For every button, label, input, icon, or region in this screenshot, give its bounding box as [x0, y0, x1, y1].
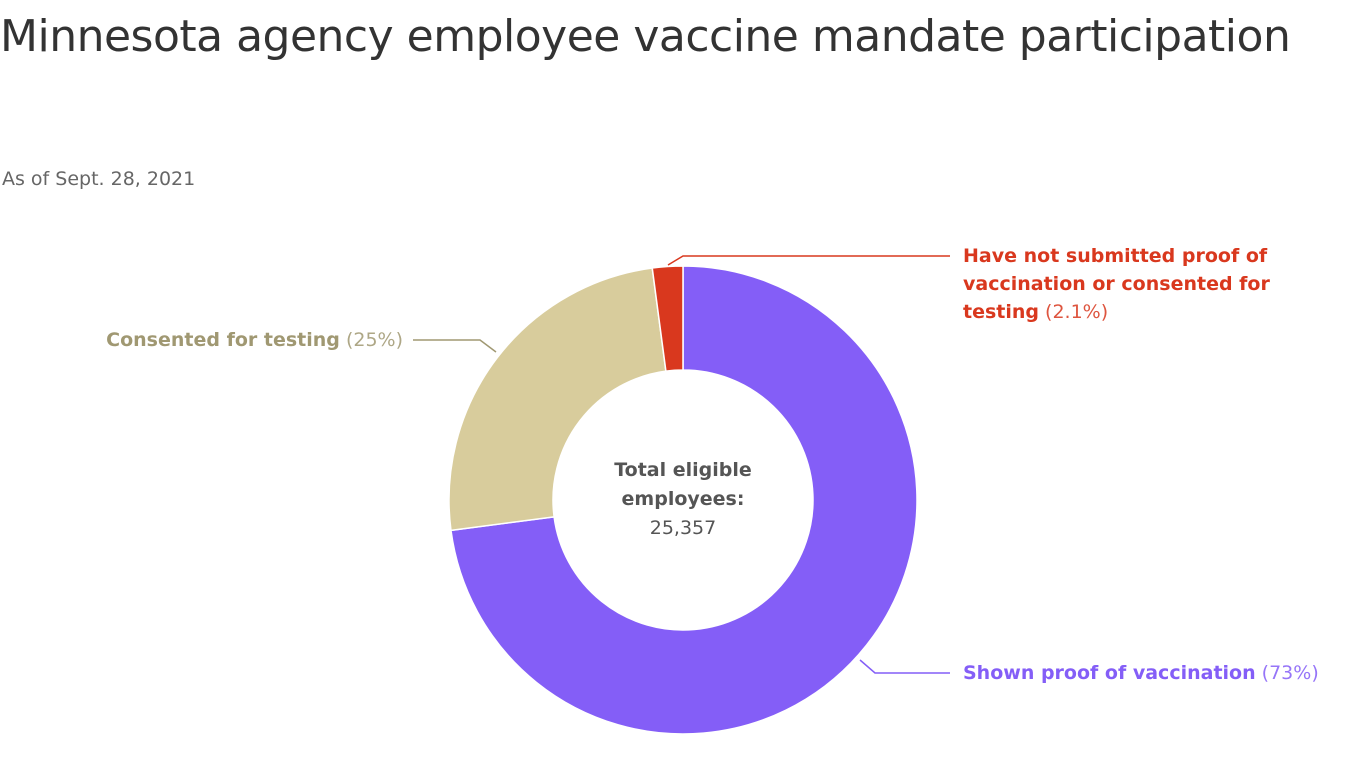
leader-line [859, 659, 950, 674]
center-title: Total eligible employees: [614, 459, 752, 510]
category-name: Shown proof of vaccination [963, 662, 1256, 684]
slice [448, 267, 667, 532]
center-label: Total eligible employees: 25,357 [583, 456, 783, 543]
slice-label: Have not submitted proof of vaccination … [963, 242, 1308, 326]
chart-title: Minnesota agency employee vaccine mandat… [0, 11, 1291, 62]
value-label: (2.1%) [1045, 301, 1109, 323]
leader-line [413, 339, 497, 353]
slice [450, 265, 918, 735]
value-label: (73%) [1261, 662, 1319, 684]
category-name: Consented for testing [106, 329, 340, 351]
leader-line [667, 255, 950, 266]
slice [651, 265, 684, 372]
slice-label: Consented for testing (25%) [106, 326, 403, 354]
category-name: Have not submitted proof of vaccination … [963, 245, 1270, 323]
value-label: (25%) [345, 329, 403, 351]
center-value: 25,357 [649, 517, 717, 539]
slice-label: Shown proof of vaccination (73%) [963, 659, 1319, 687]
chart-subtitle: As of Sept. 28, 2021 [2, 168, 196, 190]
